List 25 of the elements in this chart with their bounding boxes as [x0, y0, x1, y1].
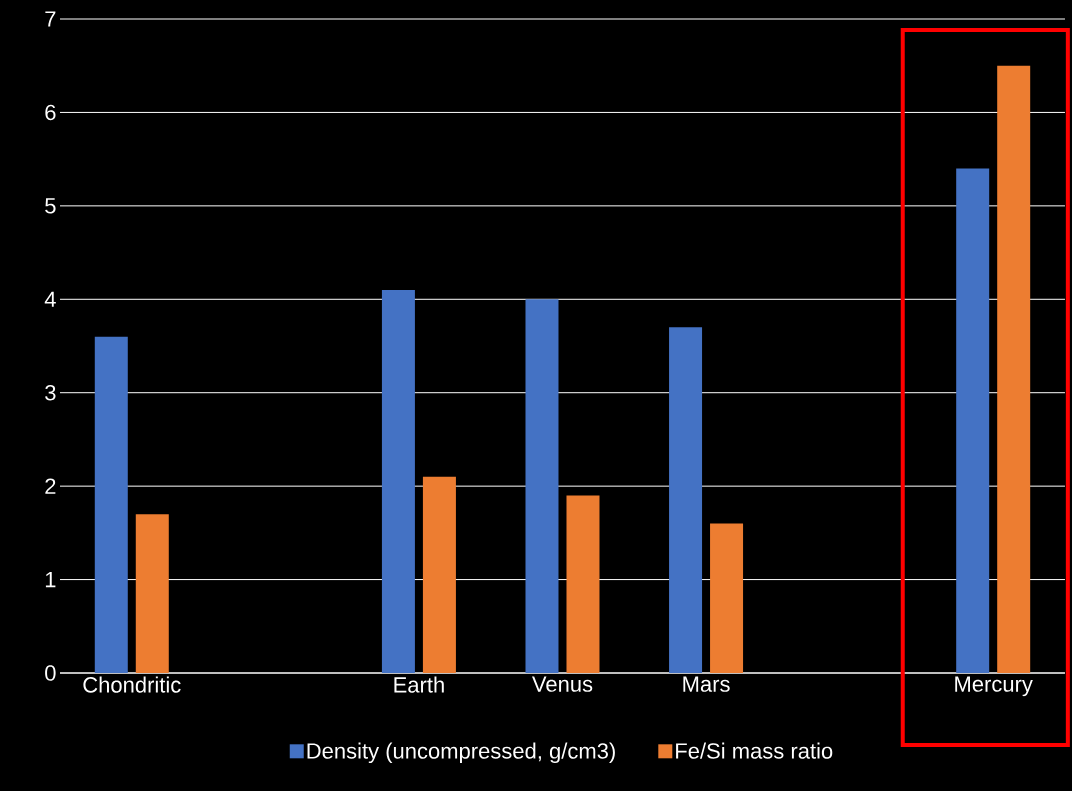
legend-label: Fe/Si mass ratio: [676, 742, 833, 759]
bar: [997, 65, 1031, 673]
x-tick-label: Mars: [683, 676, 730, 692]
bar: [135, 514, 169, 673]
y-tick-label: 2: [45, 478, 56, 494]
bar: [669, 327, 703, 673]
y-tick-label: 7: [45, 11, 56, 27]
bar: [94, 336, 128, 673]
bar: [525, 299, 559, 673]
y-tick-label: 1: [45, 572, 56, 588]
x-tick-label: Earth: [394, 676, 444, 693]
y-tick-label: 3: [45, 384, 56, 401]
y-tick-label: 5: [45, 198, 56, 214]
y-tick-label: 6: [45, 104, 56, 121]
bar: [422, 476, 456, 673]
x-tick-label: Venus: [532, 676, 593, 692]
bar: [956, 168, 990, 673]
x-tick-label: Mercury: [955, 676, 1033, 697]
y-tick-label: 0: [45, 665, 56, 681]
x-tick-label: Chondritic: [83, 676, 181, 693]
bar: [381, 289, 415, 673]
bar: [710, 523, 744, 673]
y-tick-label: 4: [44, 291, 56, 307]
bar: [566, 495, 600, 673]
legend-label: Density (uncompressed, g/cm3): [307, 742, 615, 764]
